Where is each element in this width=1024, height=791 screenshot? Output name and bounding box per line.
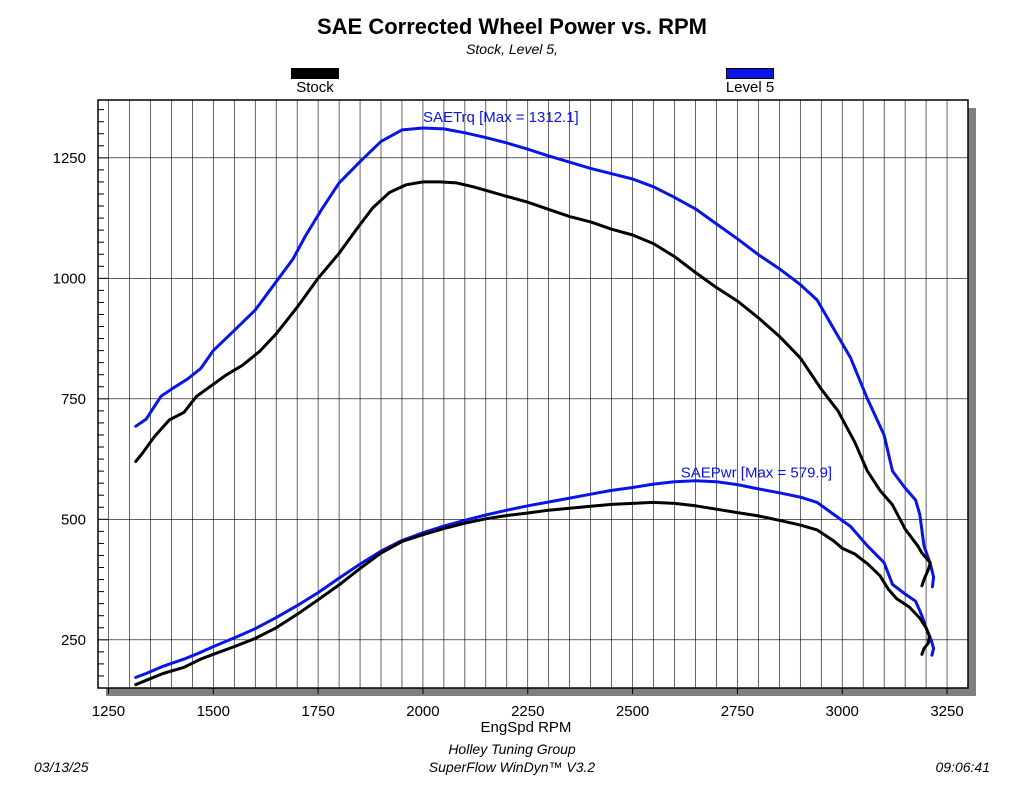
legend-item-level5: Level 5 — [690, 68, 810, 96]
y-tick-label: 1000 — [53, 270, 86, 287]
series-layer — [134, 126, 936, 687]
plot-area — [98, 100, 968, 688]
legend-label-stock: Stock — [296, 79, 334, 96]
legend-item-stock: Stock — [255, 68, 375, 96]
y-tick-label: 250 — [61, 632, 86, 649]
footer-software: SuperFlow WinDyn™ V3.2 — [428, 759, 596, 775]
legend-swatch-stock — [291, 68, 339, 79]
legend-swatch-level5 — [726, 68, 774, 79]
chart-title: SAE Corrected Wheel Power vs. RPM — [317, 14, 707, 39]
x-tick-label: 2500 — [616, 703, 649, 720]
x-tick-label: 1500 — [197, 703, 230, 720]
x-axis-label: EngSpd RPM — [481, 719, 572, 736]
footer-date: 03/13/25 — [34, 759, 89, 775]
footer-time: 09:06:41 — [935, 759, 991, 775]
x-tick-label: 3000 — [826, 703, 859, 720]
y-tick-label: 500 — [61, 511, 86, 528]
footer-company: Holley Tuning Group — [448, 741, 576, 757]
x-tick-label: 1250 — [92, 703, 125, 720]
legend-label-level5: Level 5 — [725, 79, 775, 96]
y-tick-label: 750 — [61, 391, 86, 408]
annotation-saepwr-max: SAEPwr [Max = 579.9] — [681, 464, 832, 481]
series-level-5-saetrq — [134, 126, 936, 589]
x-tick-label: 2250 — [511, 703, 544, 720]
plot-border — [97, 99, 969, 689]
series-stock-saetrq — [134, 180, 932, 588]
x-tick-label: 2000 — [406, 703, 439, 720]
chart-subtitle: Stock, Level 5, — [466, 41, 558, 57]
x-tick-label: 2750 — [721, 703, 754, 720]
x-tick-label: 1750 — [301, 703, 334, 720]
annotation-saetrq-max: SAETrq [Max = 1312.1] — [423, 109, 579, 126]
grid — [98, 100, 968, 688]
annotations: SAETrq [Max = 1312.1] SAEPwr [Max = 579.9… — [423, 109, 832, 481]
ticks: 250 500 750 1000 1250 1250 1500 1750 2000 2250 250… — [53, 109, 964, 720]
series-stock-saepwr — [134, 500, 931, 687]
x-tick-label: 3250 — [930, 703, 963, 720]
y-tick-label: 1250 — [53, 150, 86, 167]
series-level-5-saepwr — [134, 479, 936, 679]
